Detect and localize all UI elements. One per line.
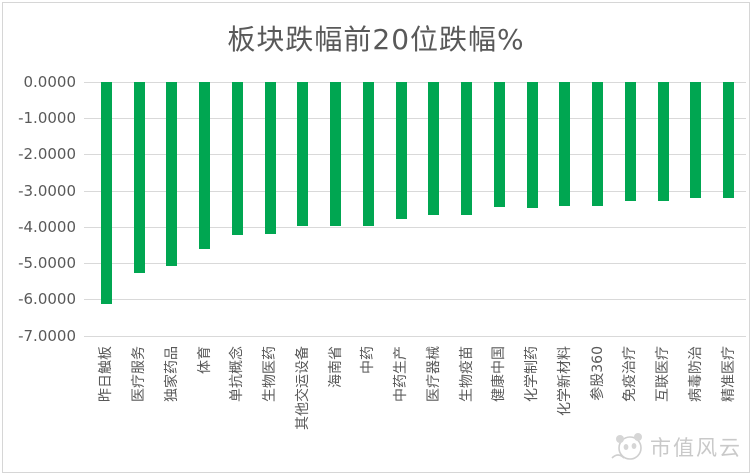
gridline <box>84 335 746 337</box>
bar <box>199 82 211 250</box>
bar <box>362 82 374 226</box>
y-axis-tick-label: -5.0000 <box>18 254 76 273</box>
x-axis-label: 生物医药 <box>262 346 279 402</box>
bar <box>461 82 473 215</box>
y-axis-tick-label: 0.0000 <box>23 73 77 91</box>
y-axis-tick-label: -6.0000 <box>18 290 76 309</box>
watermark-text: 市值风云 <box>650 436 742 460</box>
x-axis-label: 化学制药 <box>524 346 541 402</box>
bar <box>264 82 276 234</box>
bar <box>526 82 538 209</box>
x-axis-label: 健康中国 <box>491 346 508 402</box>
y-axis-tick-label: -2.0000 <box>18 145 76 164</box>
x-axis-label: 体育 <box>196 346 213 374</box>
bar <box>100 82 112 305</box>
bar <box>657 82 669 201</box>
bar <box>428 82 440 215</box>
panda-logo-icon <box>606 428 650 468</box>
x-axis-label: 中药生产 <box>393 346 410 402</box>
gridline <box>84 263 746 265</box>
bar <box>330 82 342 227</box>
bar <box>690 82 702 198</box>
gridline <box>84 82 746 83</box>
bar <box>395 82 407 219</box>
x-axis-label: 参股360 <box>589 346 606 401</box>
x-axis-label: 单抗概念 <box>229 346 246 402</box>
x-axis-label: 其他交运设备 <box>294 346 311 430</box>
bar <box>592 82 604 206</box>
gridline <box>84 226 746 228</box>
bar <box>297 82 309 227</box>
y-axis-tick-label: -3.0000 <box>18 181 76 200</box>
x-axis-label: 化学新材料 <box>556 346 573 416</box>
chart-title: 板块跌幅前20位跌幅% <box>227 23 525 56</box>
x-axis-label: 海南省 <box>327 346 344 388</box>
y-axis-tick-label: -7.0000 <box>18 326 76 345</box>
x-axis-label: 中药 <box>360 346 377 374</box>
bar <box>166 82 178 266</box>
bar <box>624 82 636 201</box>
x-axis-label: 昨日触板 <box>98 346 115 402</box>
x-axis-label: 医疗器械 <box>425 346 442 402</box>
bar <box>493 82 505 208</box>
gridline <box>84 299 746 301</box>
bar <box>559 82 571 206</box>
x-axis-label: 医疗服务 <box>131 346 148 402</box>
x-axis-label: 生物疫苗 <box>458 346 475 402</box>
y-axis-tick-label: -1.0000 <box>18 109 76 128</box>
bar <box>723 82 735 198</box>
x-axis-label: 独家药品 <box>163 346 180 402</box>
x-axis-label: 精准医疗 <box>720 346 737 402</box>
bar <box>231 82 243 236</box>
x-axis-label: 互联医疗 <box>655 346 672 402</box>
gridline <box>84 190 746 192</box>
gridline <box>84 118 746 120</box>
y-axis-tick-label: -4.0000 <box>18 217 76 236</box>
bar <box>133 82 145 273</box>
gridline <box>84 154 746 156</box>
x-axis-label: 病毒防治 <box>687 346 704 402</box>
